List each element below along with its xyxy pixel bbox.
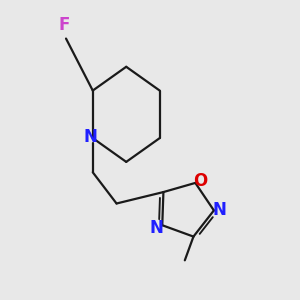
Text: N: N (212, 201, 226, 219)
Text: N: N (150, 219, 164, 237)
Text: O: O (194, 172, 208, 190)
Text: N: N (83, 128, 97, 146)
Text: F: F (59, 16, 70, 34)
